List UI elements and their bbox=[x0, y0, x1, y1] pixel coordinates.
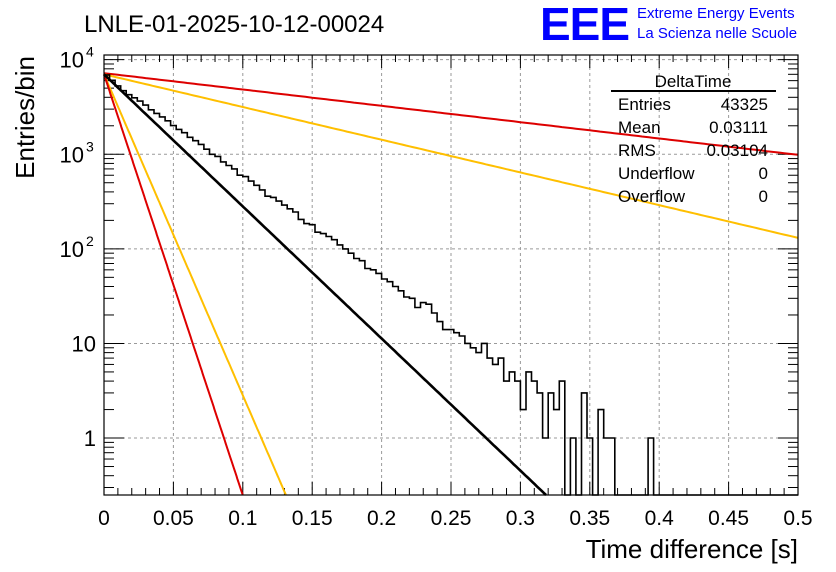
fit-curve bbox=[103, 73, 547, 496]
plot-frame bbox=[103, 54, 799, 496]
x-tick-label: 0.1 bbox=[228, 507, 257, 530]
stats-row: RMS 0.03104 bbox=[618, 141, 768, 160]
x-tick-label: 0.15 bbox=[292, 507, 333, 530]
x-tick-label: 0.45 bbox=[708, 507, 749, 530]
reference-curve-orange-slow bbox=[103, 73, 799, 239]
y-tick-label: 10 bbox=[60, 48, 84, 73]
x-tick-label: 0 bbox=[98, 507, 110, 530]
x-tick-label: 0.4 bbox=[645, 507, 675, 530]
grid-lines bbox=[104, 55, 798, 495]
stats-value: 0.03111 bbox=[709, 118, 768, 137]
stats-value: 0.03104 bbox=[707, 141, 768, 160]
histogram bbox=[104, 74, 798, 496]
stats-label: Underflow bbox=[618, 164, 695, 183]
fit-curve-group bbox=[103, 73, 547, 496]
x-tick-label: 0.2 bbox=[367, 507, 396, 530]
stats-label: Overflow bbox=[618, 187, 686, 206]
y-tick-label: 10 bbox=[72, 331, 96, 356]
y-tick-exponent: 3 bbox=[86, 138, 94, 154]
y-tick-exponent: 4 bbox=[86, 44, 94, 60]
stats-value: 0 bbox=[759, 187, 768, 206]
logo-line-1: Extreme Energy Events bbox=[637, 5, 795, 22]
stats-row: Mean 0.03111 bbox=[618, 118, 768, 137]
x-tick-label: 0.05 bbox=[153, 507, 194, 530]
x-tick-labels: 0 0.05 0.1 0.15 0.2 0.25 0.3 0.35 0.4 0.45 0.5 bbox=[98, 507, 812, 530]
x-tick-label: 0.5 bbox=[783, 507, 812, 530]
stats-row: Overflow 0 bbox=[618, 187, 768, 206]
x-tick-label: 0.25 bbox=[431, 507, 472, 530]
x-axis-label: Time difference [s] bbox=[586, 534, 798, 564]
stats-label: Mean bbox=[618, 118, 661, 137]
axis-ticks bbox=[103, 55, 799, 495]
histogram-steps bbox=[104, 74, 798, 496]
y-axis-label: Entries/bin bbox=[10, 56, 40, 179]
chart-title: LNLE-01-2025-10-12-00024 bbox=[84, 11, 384, 38]
y-tick-label: 10 bbox=[60, 142, 84, 167]
y-tick-label: 1 bbox=[84, 426, 96, 451]
stats-row: Entries 43325 bbox=[618, 95, 768, 114]
stats-label: RMS bbox=[618, 141, 656, 160]
reference-curve-red-slow bbox=[103, 72, 799, 156]
reference-curve-orange-fast bbox=[103, 73, 287, 496]
stats-label: Entries bbox=[618, 95, 671, 114]
stats-box: DeltaTime Entries 43325 Mean 0.03111 RMS… bbox=[611, 72, 776, 206]
y-tick-label: 10 bbox=[60, 237, 84, 262]
x-tick-label: 0.35 bbox=[569, 507, 610, 530]
eee-logo: EEE Extreme Energy Events La Scienza nel… bbox=[540, 0, 797, 50]
stats-value: 43325 bbox=[721, 95, 768, 114]
stats-row: Underflow 0 bbox=[618, 164, 768, 183]
reference-curves bbox=[103, 72, 799, 496]
logo-mark: EEE bbox=[540, 0, 629, 50]
logo-line-2: La Scienza nelle Scuole bbox=[637, 25, 797, 42]
x-tick-label: 0.3 bbox=[506, 507, 535, 530]
y-tick-exponent: 2 bbox=[86, 233, 94, 249]
stats-title: DeltaTime bbox=[655, 72, 732, 91]
stats-value: 0 bbox=[759, 164, 768, 183]
reference-curve-red-fast bbox=[103, 73, 244, 496]
